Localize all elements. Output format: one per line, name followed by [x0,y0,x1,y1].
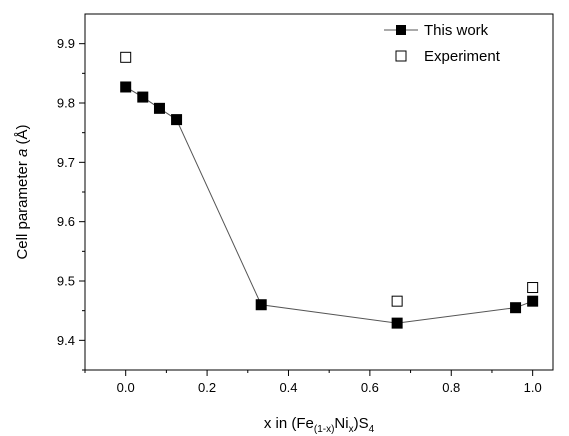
axis-ticks: 0.0 0.2 0.4 0.6 0.8 1.0 9.4 9.5 9.6 9.7 9.8 9.9 [57,36,542,395]
x-tick-label: 0.0 [117,380,135,395]
data-point-this-work [137,91,149,103]
y-tick-label: 9.9 [57,36,75,51]
legend: This work Experiment [384,22,501,65]
series-line-this-work [125,86,533,324]
data-point-this-work [391,317,403,329]
series-layer [120,51,539,329]
x-tick-label: 0.8 [442,380,460,395]
data-point-this-work [510,302,522,314]
data-point-this-work [171,114,183,126]
y-tick-label: 9.8 [57,96,75,111]
legend-label-this-work: This work [424,22,489,39]
legend-marker-this-work [396,25,406,35]
y-tick-label: 9.5 [57,274,75,289]
x-tick-label: 0.4 [279,380,297,395]
data-point-this-work [120,81,132,93]
y-tick-label: 9.6 [57,214,75,229]
y-tick-label: 9.7 [57,155,75,170]
data-point-this-work [255,299,267,311]
data-point-experiment [120,51,132,63]
x-axis-title: x in (Fe(1-x)Nix)S4 [264,415,375,435]
x-tick-label: 1.0 [524,380,542,395]
legend-label-experiment: Experiment [424,48,501,65]
y-axis-title: Cell parameter a (Å) [14,124,31,259]
x-tick-label: 0.6 [361,380,379,395]
legend-marker-experiment [395,50,407,62]
data-point-this-work [153,102,165,114]
data-point-this-work [527,295,539,307]
data-point-experiment [527,282,539,294]
plot-frame [84,13,554,371]
data-point-experiment [391,295,403,307]
x-tick-label: 0.2 [198,380,216,395]
y-tick-label: 9.4 [57,333,75,348]
